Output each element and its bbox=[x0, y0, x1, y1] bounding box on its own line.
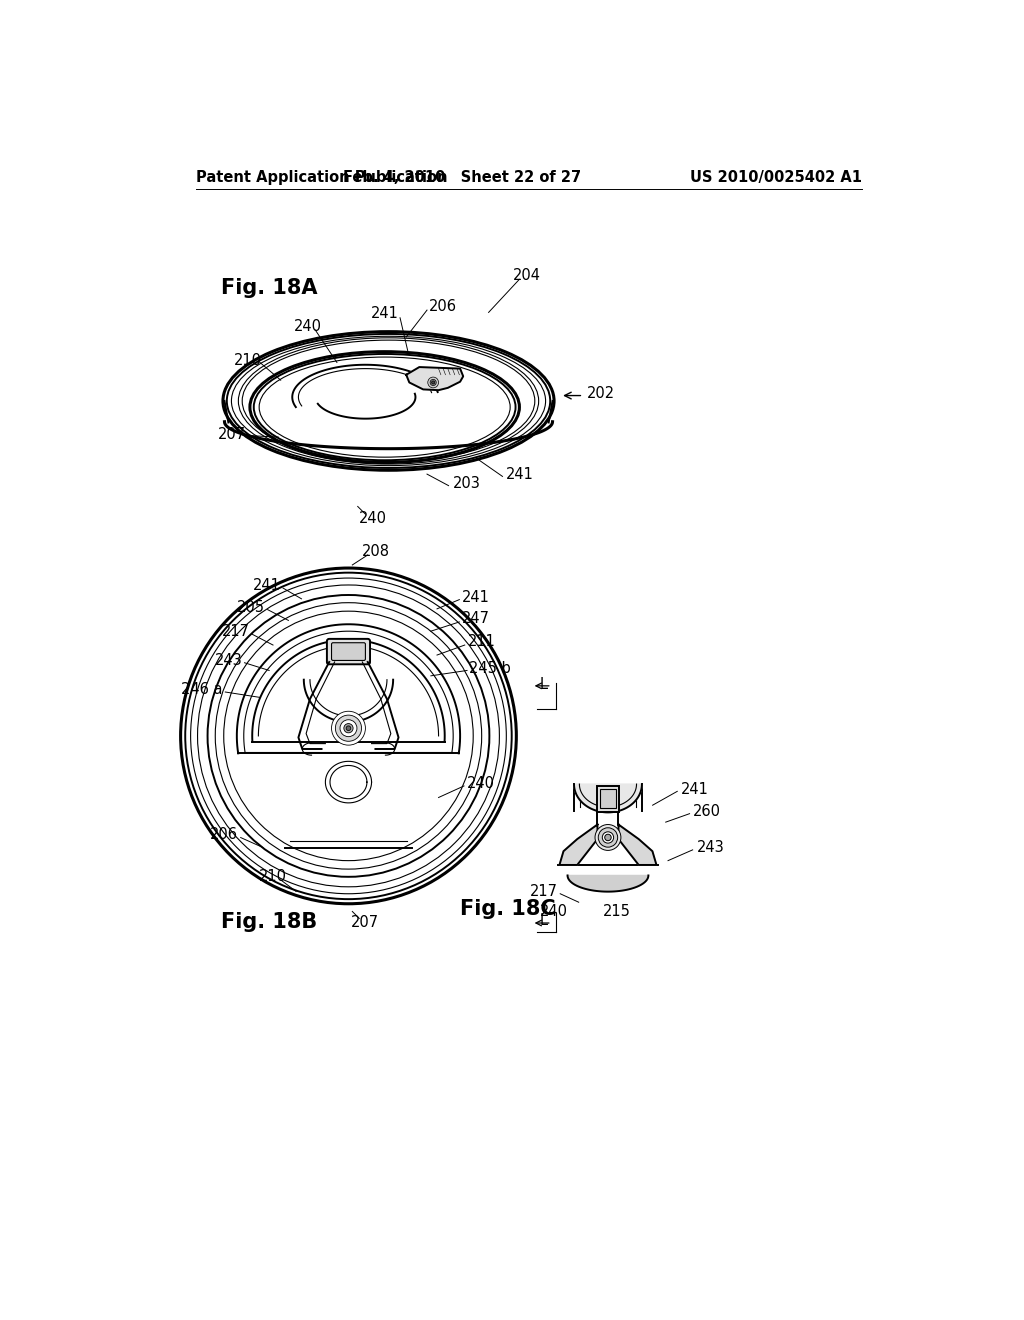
Text: 241: 241 bbox=[681, 783, 709, 797]
Text: 243: 243 bbox=[696, 840, 724, 855]
Polygon shape bbox=[574, 784, 642, 812]
Text: 217: 217 bbox=[529, 884, 558, 899]
Text: 206: 206 bbox=[429, 298, 458, 314]
Text: 203: 203 bbox=[453, 475, 480, 491]
Circle shape bbox=[430, 379, 436, 385]
Circle shape bbox=[428, 378, 438, 388]
Text: L: L bbox=[540, 677, 548, 692]
FancyBboxPatch shape bbox=[332, 643, 366, 660]
Text: 207: 207 bbox=[351, 915, 380, 929]
Circle shape bbox=[336, 715, 361, 742]
Text: 210: 210 bbox=[259, 869, 287, 883]
Text: 202: 202 bbox=[587, 385, 614, 401]
FancyBboxPatch shape bbox=[327, 639, 370, 664]
Text: Feb. 4, 2010   Sheet 22 of 27: Feb. 4, 2010 Sheet 22 of 27 bbox=[343, 170, 581, 185]
Text: 217: 217 bbox=[222, 624, 250, 639]
Text: 204: 204 bbox=[513, 268, 541, 282]
Text: 240: 240 bbox=[359, 511, 387, 527]
Text: 206: 206 bbox=[210, 826, 239, 842]
Text: 205: 205 bbox=[238, 599, 265, 615]
Circle shape bbox=[605, 834, 611, 841]
Circle shape bbox=[602, 832, 613, 843]
Text: US 2010/0025402 A1: US 2010/0025402 A1 bbox=[690, 170, 862, 185]
Circle shape bbox=[340, 719, 357, 737]
Text: 241: 241 bbox=[462, 590, 489, 605]
Polygon shape bbox=[559, 825, 597, 865]
Text: 246 a: 246 a bbox=[181, 682, 223, 697]
Circle shape bbox=[344, 723, 353, 733]
Text: 215: 215 bbox=[603, 904, 631, 919]
Text: 240: 240 bbox=[467, 776, 495, 791]
Text: Fig. 18A: Fig. 18A bbox=[221, 277, 317, 298]
Text: Patent Application Publication: Patent Application Publication bbox=[196, 170, 447, 185]
Text: 240: 240 bbox=[540, 904, 568, 919]
Text: L: L bbox=[540, 913, 548, 928]
Text: 241: 241 bbox=[371, 306, 398, 322]
Text: 247: 247 bbox=[462, 611, 489, 627]
Circle shape bbox=[432, 381, 435, 384]
Text: 207: 207 bbox=[218, 426, 246, 442]
Text: Fig. 18B: Fig. 18B bbox=[221, 912, 317, 932]
Polygon shape bbox=[407, 367, 463, 391]
Polygon shape bbox=[567, 875, 648, 891]
Text: 241: 241 bbox=[506, 466, 535, 482]
Text: 245 b: 245 b bbox=[469, 660, 511, 676]
Text: 240: 240 bbox=[294, 318, 322, 334]
Text: Fig. 18C: Fig. 18C bbox=[460, 899, 556, 919]
Circle shape bbox=[595, 825, 621, 850]
Text: 241: 241 bbox=[253, 578, 281, 593]
Text: 243: 243 bbox=[214, 653, 243, 668]
Text: 260: 260 bbox=[692, 804, 721, 818]
Circle shape bbox=[332, 711, 366, 744]
Polygon shape bbox=[618, 825, 656, 865]
FancyBboxPatch shape bbox=[597, 785, 620, 812]
FancyBboxPatch shape bbox=[600, 789, 616, 808]
Circle shape bbox=[346, 726, 351, 730]
Text: 211: 211 bbox=[468, 635, 496, 649]
Text: 208: 208 bbox=[361, 544, 389, 558]
Text: 210: 210 bbox=[233, 352, 261, 368]
Circle shape bbox=[598, 828, 617, 847]
